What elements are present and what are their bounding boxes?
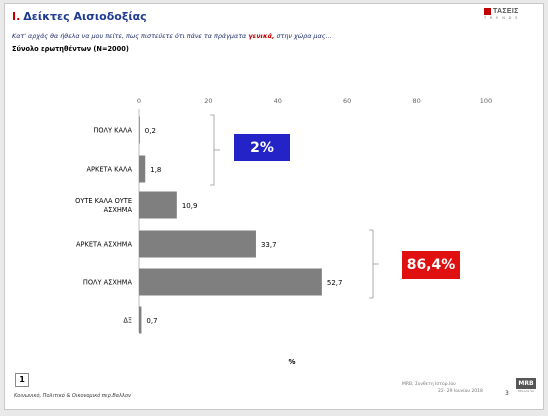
slide: Ι. Δείκτες Αισιοδοξίας Κατ' αρχάς θα ήθε… (4, 3, 544, 410)
category-label: ΟΥΤΕ ΚΑΛΑ ΟΥΤΕ ΑΣΧΗΜΑ (75, 197, 132, 214)
bar (139, 306, 142, 334)
value-label: 33,7 (261, 241, 277, 249)
footer-caption: Κοινωνικό, Πολιτικό & Οικονομικό περ.Βαλ… (14, 393, 131, 399)
logo-name: ΤΑΣΕΙΣ (493, 8, 519, 15)
logo-mark-icon (484, 8, 491, 15)
bar (139, 191, 177, 219)
mrb-logo-sub: HELLAS SA (517, 389, 535, 393)
x-tick-label: 80 (412, 97, 420, 105)
question-text: Κατ' αρχάς θα ήθελα να μου πείτε, πως πι… (12, 32, 332, 40)
bar-chart: 0 20 40 60 80 100 ΠΟΛΥ ΚΑΛΑ ΑΡΚΕΤΑ ΚΑΛΑ ΟΥΤΕ ΚΑΛ… (75, 97, 492, 366)
bar (139, 155, 146, 183)
x-tick-label: 100 (480, 97, 492, 105)
x-tick-label: 60 (343, 97, 351, 105)
logo-sub: T R E N D S (484, 16, 519, 20)
x-axis-label: % (288, 358, 295, 366)
positive-total-badge: 2% (234, 134, 290, 161)
bar (139, 116, 140, 144)
value-label: 52,7 (327, 279, 343, 287)
sample-base: Σύνολο ερωτηθέντων (Ν=2000) (12, 45, 129, 53)
slide-number: 1 (15, 373, 29, 387)
tasis-logo: ΤΑΣΕΙΣ T R E N D S (484, 8, 522, 20)
x-tick-label: 0 (137, 97, 141, 105)
bar (139, 230, 256, 258)
mrb-logo: MRB HELLAS SA (516, 378, 536, 393)
x-tick-label: 40 (274, 97, 282, 105)
page-number: 3 (505, 390, 509, 397)
value-label: 0,2 (145, 127, 156, 135)
category-label: ΔΞ (123, 317, 132, 325)
category-label: ΑΡΚΕΤΑ ΑΣΧΗΜΑ (76, 241, 132, 249)
section-number: Ι. (12, 10, 21, 23)
footer-source: MRB, Συνθετη Ιστορ.Ιου 22- 29 Ιουνίου 20… (402, 381, 483, 395)
positive-bracket (210, 114, 215, 186)
footer-source-line2: 22- 29 Ιουνίου 2018 (438, 389, 483, 394)
bar (139, 268, 322, 296)
value-label: 0,7 (146, 317, 157, 325)
question-prefix: Κατ' αρχάς θα ήθελα να μου πείτε, πως πι… (12, 32, 249, 40)
category-label: ΠΟΛΥ ΚΑΛΑ (93, 127, 132, 135)
negative-bracket (369, 229, 374, 299)
category-label: ΠΟΛΥ ΑΣΧΗΜΑ (83, 279, 133, 287)
page-title: Δείκτες Αισιοδοξίας (23, 10, 147, 23)
value-label: 10,9 (182, 202, 198, 210)
negative-total-badge: 86,4% (402, 251, 460, 279)
question-highlight: γενικά, (248, 32, 275, 40)
value-label: 1,8 (150, 166, 161, 174)
category-label: ΑΡΚΕΤΑ ΚΑΛΑ (87, 166, 133, 174)
footer-source-line1: MRB, Συνθετη Ιστορ.Ιου (402, 382, 456, 387)
title-row: Ι. Δείκτες Αισιοδοξίας (12, 10, 147, 23)
x-tick-label: 20 (204, 97, 212, 105)
mrb-logo-text: MRB (516, 378, 536, 389)
question-suffix: στην χώρα μας... (274, 32, 332, 40)
